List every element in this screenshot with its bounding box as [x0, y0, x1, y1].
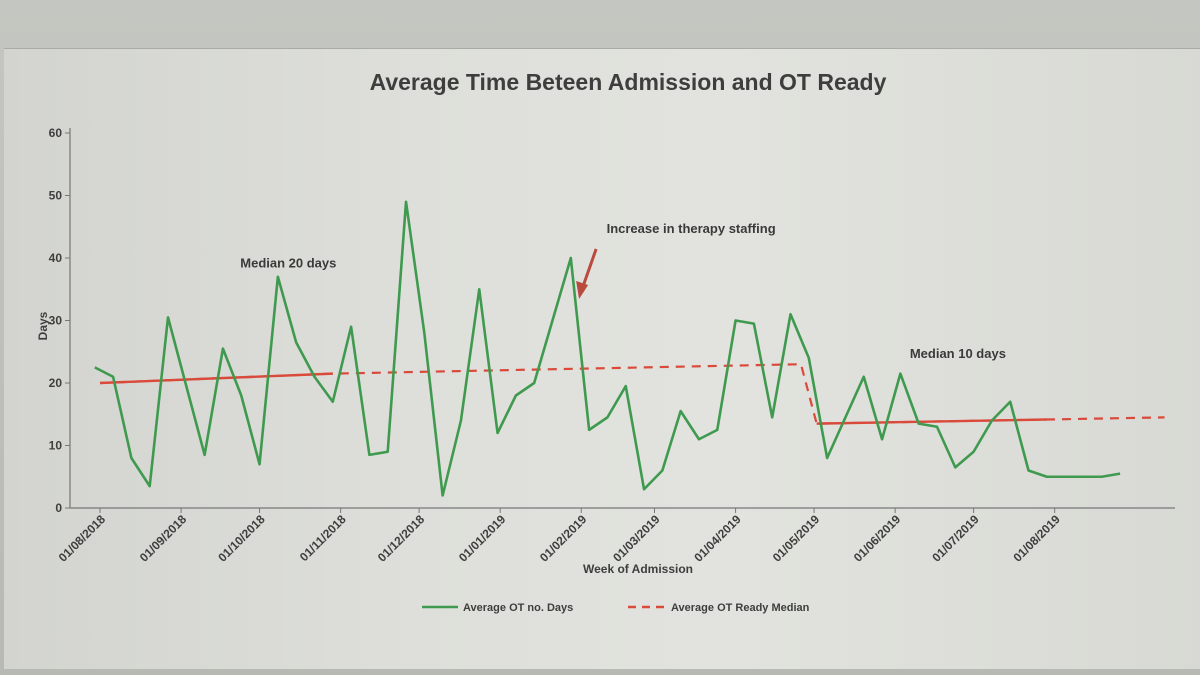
x-tick-label: 01/09/2018 [137, 512, 190, 565]
y-tick-label: 0 [55, 501, 62, 515]
x-tick-label: 01/12/2018 [375, 512, 428, 565]
x-tick-label: 01/05/2019 [770, 512, 823, 565]
x-tick-label: 01/08/2019 [1010, 512, 1063, 565]
median-solid-segment [816, 418, 1047, 425]
x-tick-label: 01/07/2019 [929, 512, 982, 565]
x-tick-label: 01/11/2018 [297, 512, 349, 564]
chart-legend: Average OT no. Days Average OT Ready Medi… [422, 602, 810, 614]
x-axis-label: Week of Admission [583, 562, 693, 576]
annotation-0: Median 20 days [240, 255, 336, 270]
x-tick-label: 01/08/2018 [56, 512, 109, 565]
y-tick-label: 20 [49, 376, 63, 390]
y-axis-label: Days [36, 311, 50, 340]
staffing-arrow-shaft [580, 248, 598, 290]
y-tick-label: 30 [49, 314, 63, 328]
y-tick-label: 60 [49, 126, 63, 140]
x-tick-label: 01/03/2019 [610, 512, 663, 565]
staffing-arrow-head [576, 281, 589, 299]
ot-days-line [94, 200, 1121, 497]
y-tick-label: 40 [49, 251, 63, 265]
chart-axes: 0 10 20 30 40 50 60 01/08/2018 01/09/2018 01/10/2… [49, 126, 1175, 565]
legend-label-median: Average OT Ready Median [671, 602, 810, 614]
chart-series [94, 200, 1165, 497]
chart-annotations: Median 20 days Increase in therapy staffi… [240, 221, 1006, 361]
chart-title: Average Time Beteen Admission and OT Rea… [370, 69, 887, 95]
x-tick-label: 01/10/2018 [215, 512, 268, 565]
y-tick-label: 10 [49, 439, 63, 453]
median-solid-segment [99, 372, 333, 385]
x-tick-label: 01/01/2019 [456, 512, 509, 565]
chart-panel [4, 48, 1200, 669]
x-tick-label: 01/06/2019 [851, 512, 904, 565]
x-tick-label: 01/04/2019 [691, 512, 744, 565]
y-tick-label: 50 [49, 189, 63, 203]
annotation-2: Median 10 days [910, 346, 1006, 361]
legend-label-ot-days: Average OT no. Days [463, 602, 573, 614]
annotation-1: Increase in therapy staffing [607, 221, 776, 236]
x-tick-label: 01/02/2019 [537, 512, 590, 565]
median-dashed-line [99, 363, 1165, 425]
